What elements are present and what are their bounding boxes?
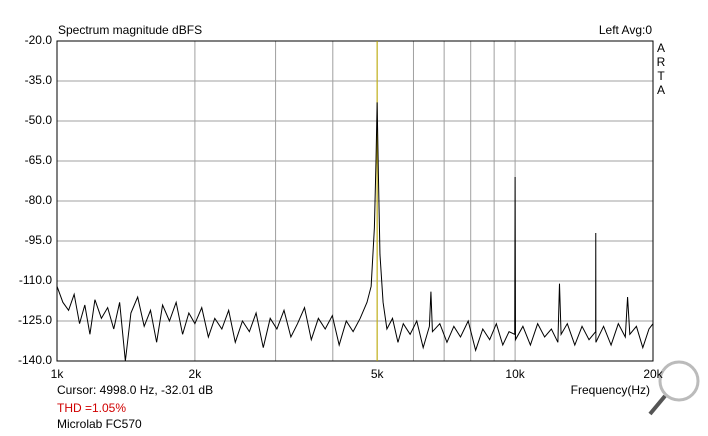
side-label: T <box>657 69 665 83</box>
x-tick-label: 5k <box>371 367 385 381</box>
y-tick-label: -20.0 <box>25 33 53 47</box>
x-tick-label: 10k <box>505 367 525 381</box>
cursor-readout: Cursor: 4998.0 Hz, -32.01 dB <box>57 383 213 397</box>
x-tick-label: 2k <box>189 367 203 381</box>
y-tick-label: -50.0 <box>25 113 53 127</box>
y-tick-label: -140.0 <box>18 353 52 367</box>
y-tick-label: -110.0 <box>19 273 52 287</box>
y-tick-label: -125.0 <box>18 313 52 327</box>
plot-border <box>56 40 654 362</box>
device-label: Microlab FC570 <box>57 417 142 431</box>
side-label: A <box>657 41 665 55</box>
side-label: A <box>657 83 665 97</box>
side-label: R <box>657 55 666 69</box>
spectrum-line <box>56 102 654 362</box>
chart-title: Spectrum magnitude dBFS <box>58 23 202 37</box>
thd-readout: THD =1.05% <box>57 401 126 415</box>
y-tick-label: -95.0 <box>25 233 53 247</box>
logo <box>648 360 700 416</box>
y-tick-label: -35.0 <box>25 73 53 87</box>
channel-label: Left Avg:0 <box>599 23 652 37</box>
y-tick-label: -65.0 <box>25 153 53 167</box>
y-tick-label: -80.0 <box>25 193 53 207</box>
x-tick-label: 1k <box>51 367 65 381</box>
x-axis-label: Frequency(Hz) <box>571 383 650 397</box>
x-tick-label: 20k <box>643 367 663 381</box>
